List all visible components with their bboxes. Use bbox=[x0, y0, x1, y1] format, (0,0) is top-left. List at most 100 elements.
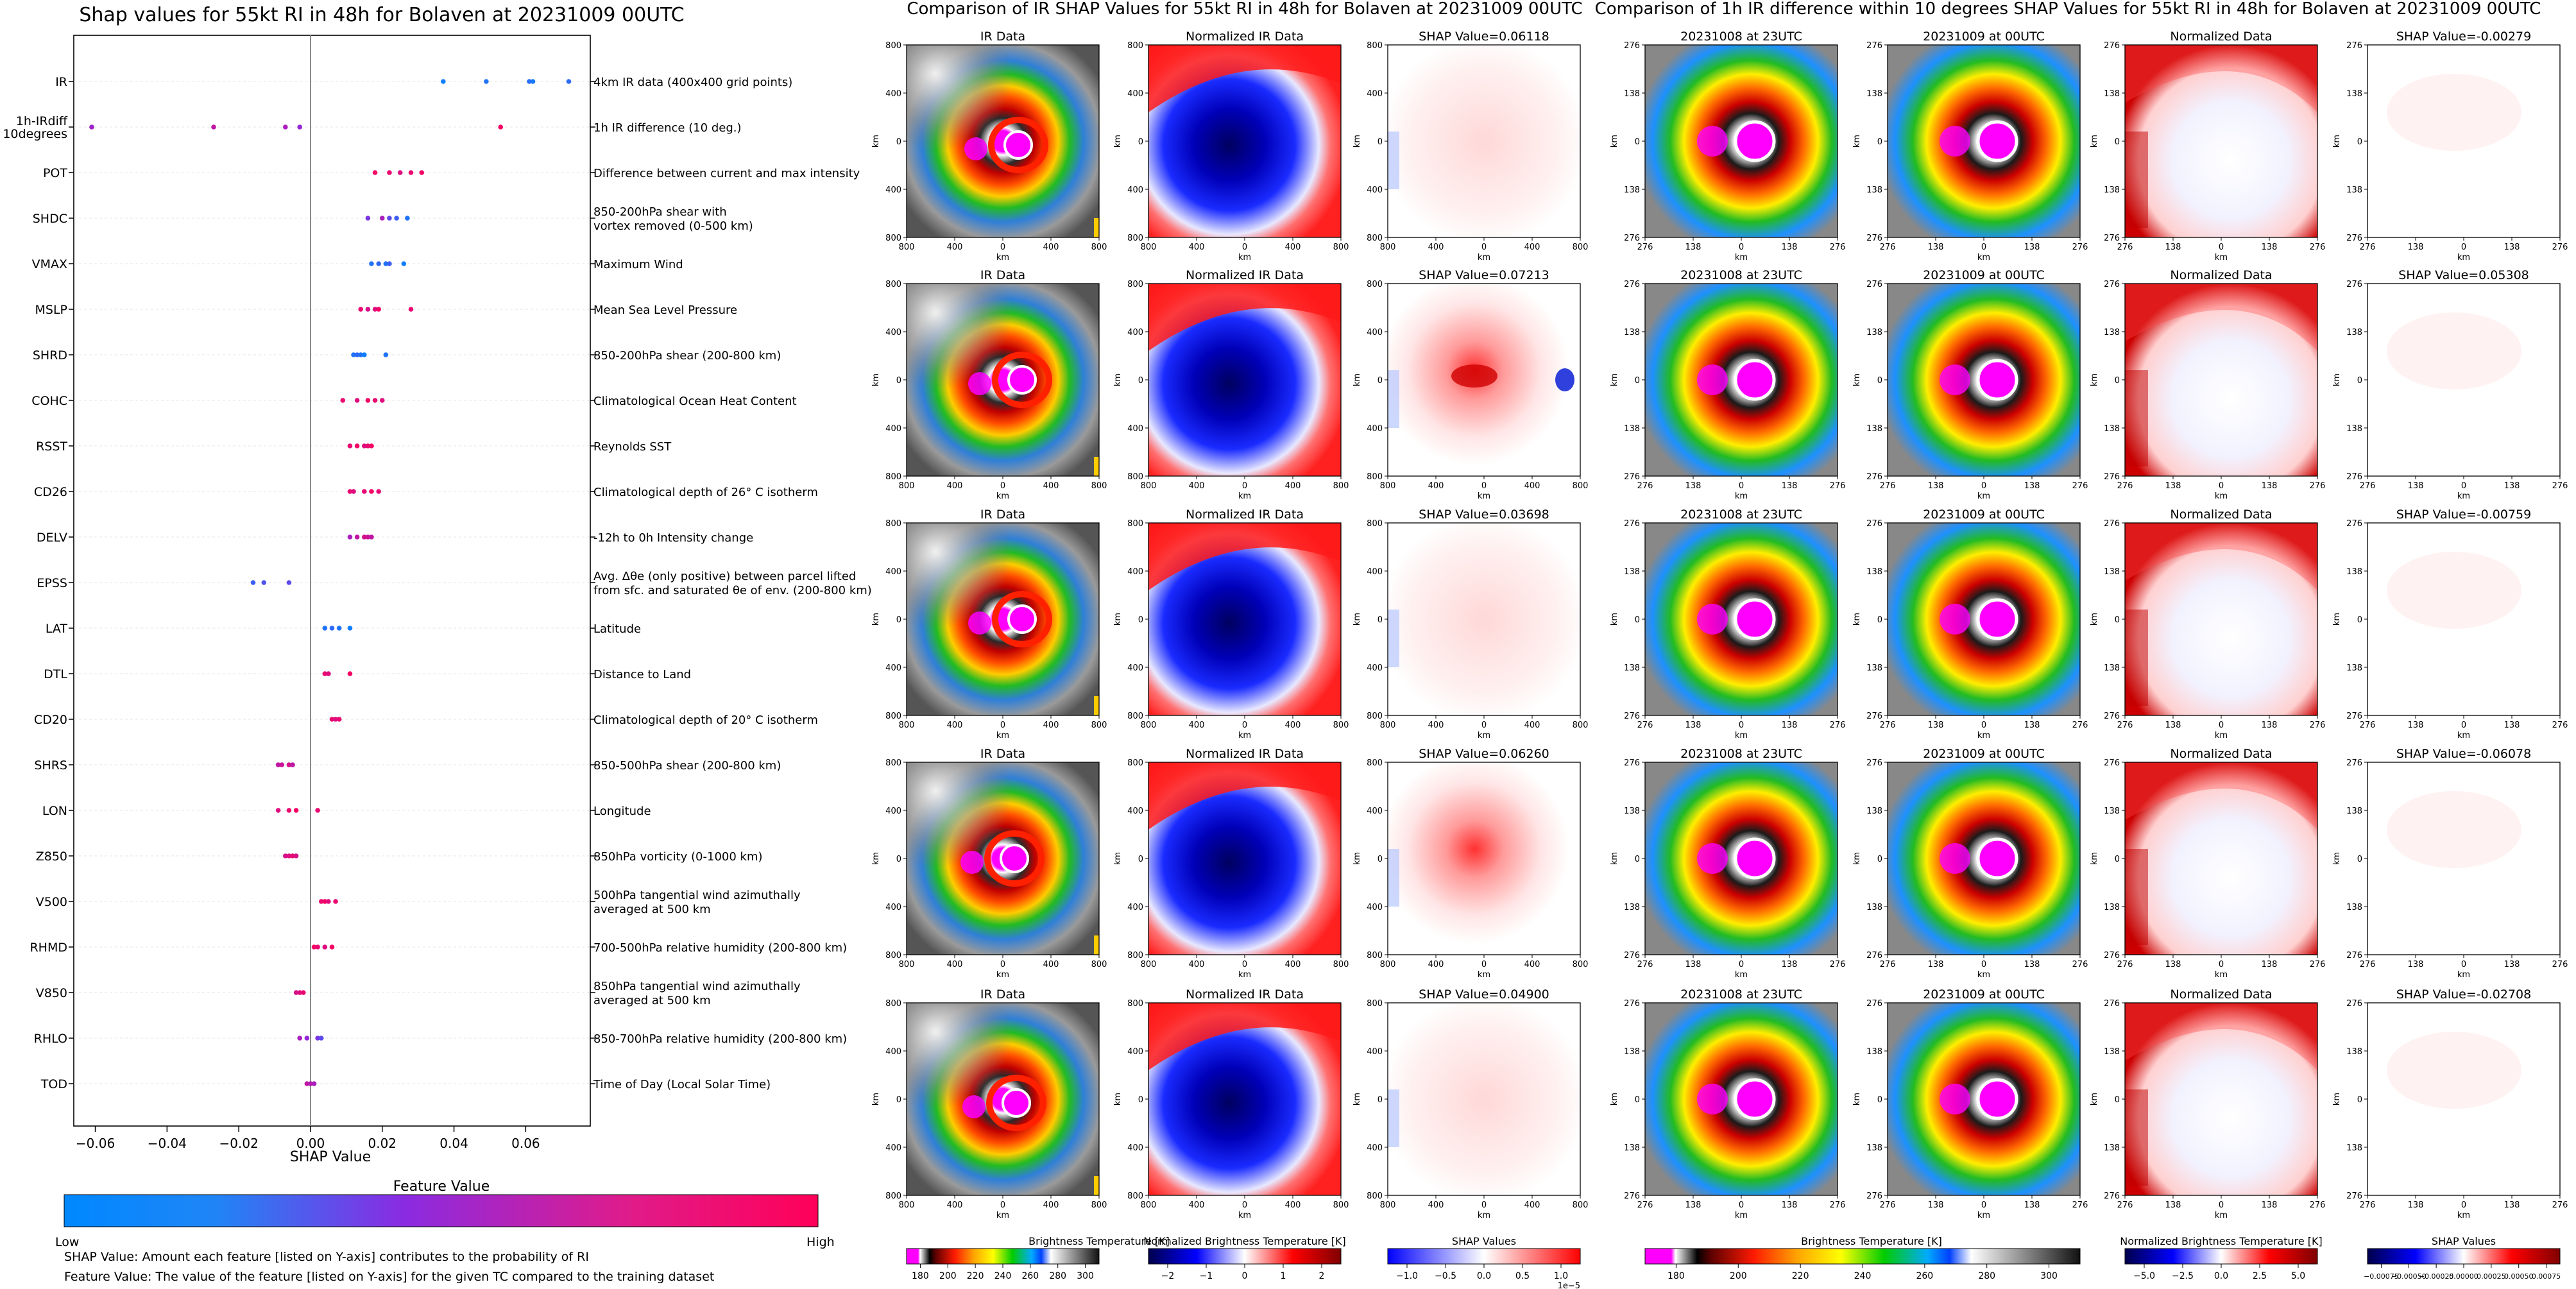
shap-point bbox=[329, 944, 335, 950]
panel-x-tick-label: 400 bbox=[1428, 481, 1444, 491]
panel-y-tick-label: 276 bbox=[2104, 712, 2120, 721]
shap-x-tick-label: 0.04 bbox=[439, 1136, 468, 1151]
shap-point bbox=[322, 626, 328, 631]
diff-colorbar-norm: Normalized Brightness Temperature [K] −5… bbox=[2120, 1235, 2323, 1281]
panel-x-tick-label: 800 bbox=[1573, 721, 1589, 730]
panel-y-tick-label: 138 bbox=[2346, 807, 2362, 816]
colorbar-tick-label: 260 bbox=[1916, 1271, 1933, 1281]
diff-shap-faint bbox=[2387, 552, 2521, 629]
panel-title: Normalized Data bbox=[2170, 30, 2272, 44]
panel-y-tick-label: 800 bbox=[885, 712, 901, 721]
shap-point bbox=[383, 352, 389, 357]
shap-point bbox=[419, 170, 425, 175]
panel-x-tick-label: 0 bbox=[1000, 721, 1005, 730]
panel-x-tick-label: 276 bbox=[2310, 960, 2326, 969]
panel-y-tick-label: 0 bbox=[1138, 1095, 1143, 1105]
panel-y-tick-label: 138 bbox=[1866, 663, 1882, 673]
panel-title: SHAP Value=0.06260 bbox=[1419, 747, 1549, 761]
panel-y-tick-label: 0 bbox=[1378, 855, 1383, 864]
shap-point bbox=[275, 762, 281, 767]
diff-colorbar-shap: SHAP Values −0.00075−0.00050−0.000250.00… bbox=[2364, 1235, 2561, 1281]
shap-ir-heat bbox=[1389, 764, 1579, 953]
panel-x-tick-label: 138 bbox=[2408, 243, 2424, 252]
panel-x-tick-label: 0 bbox=[1242, 960, 1247, 969]
ir-edge-strip bbox=[1094, 935, 1099, 955]
panel-x-tick-label: 138 bbox=[1685, 721, 1702, 730]
panel-x-tick-label: 400 bbox=[1043, 481, 1059, 491]
panel-y-tick-label: 800 bbox=[1367, 758, 1383, 768]
shap-point bbox=[329, 717, 335, 722]
diff-eye bbox=[1734, 359, 1776, 401]
colorbar-tick-label: 280 bbox=[1049, 1271, 1066, 1281]
panel-y-tick-label: 276 bbox=[1866, 519, 1882, 529]
panel-y-tick-label: 276 bbox=[1866, 951, 1882, 960]
panel-x-tick-label: 0 bbox=[1481, 243, 1487, 252]
panel-x-axis-label: km bbox=[1238, 970, 1251, 980]
panel-x-tick-label: 138 bbox=[2504, 1200, 2520, 1210]
shap-point bbox=[275, 808, 281, 813]
shap-point bbox=[347, 671, 353, 676]
shap-point bbox=[351, 352, 356, 357]
panel-x-tick-label: 138 bbox=[1685, 960, 1702, 969]
shap-point bbox=[347, 626, 353, 631]
shap-point bbox=[379, 216, 385, 221]
colorbar-tick-label: 0.0 bbox=[2214, 1271, 2228, 1281]
panel-y-tick-label: 276 bbox=[2104, 472, 2120, 482]
panel-y-axis-label: km bbox=[2332, 852, 2342, 865]
diff-shap-faint bbox=[2387, 74, 2521, 151]
panel-y-axis-label: km bbox=[1113, 1093, 1123, 1105]
diff-cb2-label: Normalized Brightness Temperature [K] bbox=[2120, 1235, 2323, 1247]
shap-point bbox=[376, 489, 381, 494]
shap-point bbox=[89, 124, 94, 130]
shap-feature-description: Reynolds SST bbox=[593, 440, 672, 454]
panel-y-tick-label: 138 bbox=[2104, 424, 2120, 434]
diff-panel: 27627613813800138138276276kmkmNormalized… bbox=[2090, 747, 2325, 980]
shap-feature-description: Maximum Wind bbox=[593, 258, 683, 271]
panel-x-tick-label: 800 bbox=[899, 481, 915, 491]
panel-x-tick-label: 800 bbox=[1380, 960, 1396, 969]
panel-x-tick-label: 276 bbox=[2360, 721, 2376, 730]
colorbar-tick-label: 300 bbox=[2040, 1271, 2058, 1281]
panel-y-tick-label: 138 bbox=[2346, 903, 2362, 912]
ir-edge-strip bbox=[1094, 696, 1099, 715]
panel-x-tick-label: 800 bbox=[1333, 960, 1349, 969]
panel-title: 20231009 at 00UTC bbox=[1923, 268, 2045, 282]
panel-y-tick-label: 276 bbox=[1624, 1191, 1640, 1201]
diff-convection bbox=[1697, 604, 1728, 635]
ir-panel-grid: 800 800 400 400 0 0 400 400 800 800 km km IR Data 800… bbox=[871, 30, 1588, 1220]
panel-x-tick-label: 0 bbox=[2461, 1200, 2466, 1210]
panel-x-tick-label: 400 bbox=[1189, 1200, 1205, 1210]
panel-x-tick-label: 400 bbox=[1428, 243, 1444, 252]
panel-y-tick-label: 276 bbox=[1866, 1191, 1882, 1201]
normalized-warm-band bbox=[1148, 1003, 1341, 1070]
panel-y-axis-label: km bbox=[1852, 373, 1862, 386]
panel-y-axis-label: km bbox=[871, 135, 881, 148]
panel-y-tick-label: 800 bbox=[1127, 758, 1143, 768]
shap-point bbox=[527, 79, 532, 84]
panel-x-tick-label: 138 bbox=[2262, 960, 2278, 969]
panel-x-tick-label: 276 bbox=[1637, 481, 1653, 491]
shap-point bbox=[311, 944, 317, 950]
panel-y-tick-label: 138 bbox=[2346, 424, 2362, 434]
panel-y-tick-label: 400 bbox=[885, 328, 901, 337]
shap-point bbox=[362, 352, 367, 357]
diff-norm-edge bbox=[2125, 370, 2148, 466]
panel-y-tick-label: 276 bbox=[2346, 280, 2362, 289]
panel-x-tick-label: 0 bbox=[2219, 721, 2224, 730]
panel-x-tick-label: 276 bbox=[2072, 721, 2088, 730]
panel-y-tick-label: 138 bbox=[1624, 903, 1640, 912]
panel-x-tick-label: 138 bbox=[2024, 243, 2040, 252]
shap-x-tick-label: 0.02 bbox=[368, 1136, 397, 1151]
colorbar-tick-label: 0.00025 bbox=[2477, 1272, 2506, 1281]
panel-title: SHAP Value=-0.02708 bbox=[2396, 987, 2531, 1002]
colorbar-tick-label: −1 bbox=[1200, 1271, 1213, 1281]
panel-x-tick-label: 276 bbox=[2072, 243, 2088, 252]
panel-y-tick-label: 138 bbox=[2104, 1143, 2120, 1153]
diff-normalized-image bbox=[2125, 45, 2317, 237]
panel-x-tick-label: 138 bbox=[1782, 721, 1798, 730]
panel-y-tick-label: 138 bbox=[1624, 663, 1640, 673]
shap-ir-heat bbox=[1389, 524, 1579, 714]
shap-feature-label: VMAX bbox=[32, 257, 67, 271]
